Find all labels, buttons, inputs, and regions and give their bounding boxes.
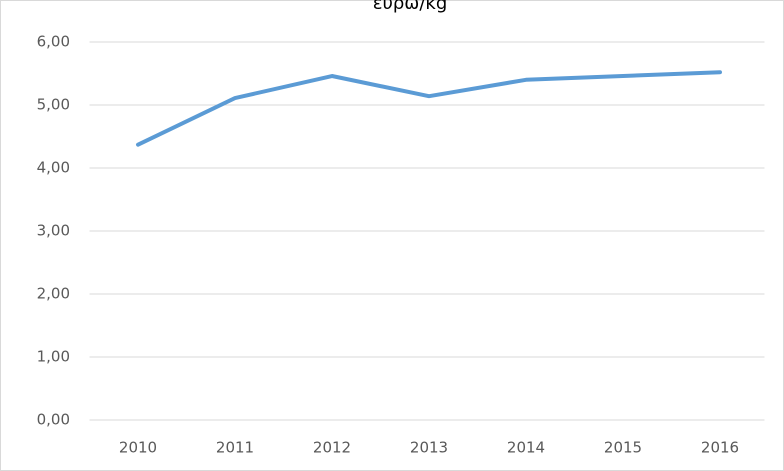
y-tick-label: 4,00 [37,159,70,177]
chart-title: ευρώ/kg [373,0,448,14]
x-tick-label: 2016 [701,439,739,457]
y-tick-label: 5,00 [37,96,70,114]
x-tick-label: 2014 [507,439,545,457]
y-tick-label: 6,00 [37,33,70,51]
x-tick-label: 2015 [604,439,642,457]
x-tick-label: 2013 [410,439,448,457]
y-tick-label: 0,00 [37,411,70,429]
y-tick-label: 2,00 [37,285,70,303]
data-line [136,70,722,147]
x-tick-label: 2011 [216,439,254,457]
x-tick-label: 2010 [119,439,157,457]
x-tick-label: 2012 [313,439,351,457]
y-tick-label: 1,00 [37,348,70,366]
y-tick-label: 3,00 [37,222,70,240]
